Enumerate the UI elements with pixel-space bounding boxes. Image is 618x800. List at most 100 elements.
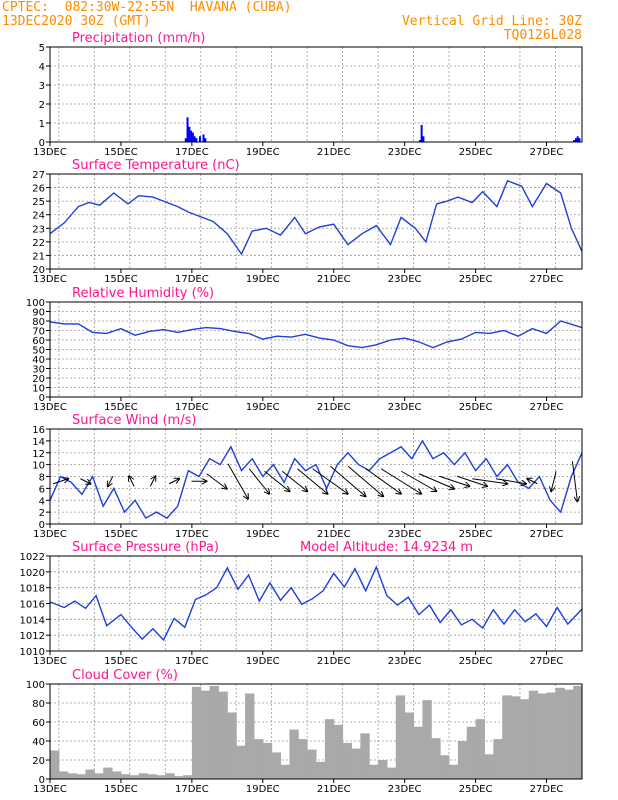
x-tick-label: 15DEC: [104, 529, 138, 540]
cloud-cover-bar: [333, 724, 344, 779]
y-tick-label: 2: [39, 100, 45, 111]
wind-vector-arrow: [527, 479, 538, 485]
precipitation-bar: [195, 138, 198, 142]
x-tick-label: 27DEC: [530, 274, 564, 285]
y-tick-label: 2: [39, 508, 45, 519]
x-tick-label: 25DEC: [459, 656, 493, 667]
header-grid-note: Vertical Grid Line: 30Z: [401, 14, 582, 29]
cloud-cover-bar: [67, 773, 78, 779]
x-tick-label: 19DEC: [246, 274, 280, 285]
cloud-cover-bar: [449, 764, 459, 779]
y-tick-label: 60: [32, 718, 45, 729]
x-tick-label: 17DEC: [175, 147, 209, 158]
wind-vector-arrow: [129, 476, 135, 487]
cloud-cover-bar: [85, 769, 95, 779]
x-tick-label: 21DEC: [317, 147, 351, 158]
cloud-cover-bar: [191, 686, 202, 779]
x-tick-label: 19DEC: [246, 784, 280, 795]
wind-vector-arrow: [264, 470, 289, 491]
cloud-cover-bar: [360, 733, 370, 779]
cloud-cover-bar: [289, 729, 299, 779]
y-tick-label: 3: [39, 81, 45, 92]
x-tick-label: 27DEC: [530, 656, 564, 667]
series-line: [49, 320, 583, 349]
wind-speed-line: [49, 439, 583, 520]
wind-vector-arrow: [472, 478, 507, 484]
y-tick-label: 0: [39, 138, 45, 149]
y-tick-label: 90: [32, 308, 45, 319]
precipitation-bar: [204, 138, 207, 142]
panel-title: Cloud Cover (%): [72, 668, 178, 683]
wind-vector-arrow: [312, 468, 348, 494]
wind-vector-arrow: [80, 478, 90, 484]
cloud-cover-bar: [528, 690, 539, 779]
cloud-cover-bar: [519, 699, 530, 779]
cloud-cover-bar: [404, 712, 415, 779]
y-tick-label: 1016: [20, 600, 45, 611]
panel-title: Surface Temperature (nC): [72, 158, 240, 173]
x-tick-label: 25DEC: [459, 274, 493, 285]
y-tick-label: 0: [39, 775, 45, 786]
x-tick-label: 15DEC: [104, 274, 138, 285]
x-tick-label: 13DEC: [33, 656, 67, 667]
cloud-cover-bar: [564, 689, 574, 779]
cloud-cover-bar: [413, 726, 423, 779]
y-tick-label: 10: [32, 461, 45, 472]
y-tick-label: 1022: [20, 552, 45, 563]
series-line: [49, 565, 583, 642]
y-tick-label: 21: [32, 251, 45, 262]
y-tick-label: 23: [32, 224, 45, 235]
x-tick-label: 23DEC: [388, 784, 422, 795]
cloud-cover-bar: [218, 691, 228, 779]
panel-frame: [49, 301, 583, 398]
cloud-cover-bar: [316, 761, 326, 779]
x-tick-label: 23DEC: [388, 656, 422, 667]
cloud-cover-bar: [94, 773, 104, 779]
x-tick-label: 25DEC: [459, 402, 493, 413]
x-tick-label: 15DEC: [104, 402, 138, 413]
precipitation-bar: [198, 136, 201, 142]
y-tick-label: 1020: [20, 568, 45, 579]
x-tick-label: 13DEC: [33, 529, 67, 540]
y-tick-label: 6: [39, 484, 45, 495]
x-tick-label: 19DEC: [246, 147, 280, 158]
x-tick-label: 27DEC: [530, 147, 564, 158]
precipitation-bar: [576, 136, 579, 142]
cloud-cover-bar: [280, 764, 290, 779]
cloud-cover-bar: [76, 774, 86, 779]
x-tick-label: 23DEC: [388, 529, 422, 540]
cloud-cover-bar: [440, 755, 450, 779]
cloud-cover-bar: [422, 700, 432, 779]
cloud-cover-bar: [245, 693, 255, 779]
y-tick-label: 12: [32, 449, 45, 460]
x-tick-label: 19DEC: [246, 529, 280, 540]
x-tick-label: 25DEC: [459, 784, 493, 795]
x-tick-label: 21DEC: [317, 784, 351, 795]
x-tick-label: 13DEC: [33, 402, 67, 413]
panel-frame: [49, 173, 583, 270]
precipitation-bar: [578, 138, 581, 142]
cloud-cover-bar: [253, 739, 264, 779]
cloud-cover-bar: [351, 748, 361, 779]
cloud-cover-bar: [378, 760, 388, 779]
x-tick-label: 25DEC: [459, 147, 493, 158]
y-tick-label: 10: [32, 384, 45, 395]
cloud-cover-bar: [475, 719, 485, 779]
y-tick-label: 1014: [20, 615, 45, 626]
wind-vector-arrow: [551, 471, 557, 491]
wind-vector-arrow: [248, 468, 269, 494]
y-tick-label: 40: [32, 355, 45, 366]
wind-vector-arrow: [108, 476, 114, 486]
cloud-cover-bar: [493, 739, 503, 779]
cloud-cover-bar: [58, 771, 69, 779]
panel-title: Surface Wind (m/s): [72, 413, 196, 428]
model-altitude-note: Model Altitude: 14.9234 m: [300, 540, 473, 555]
cloud-cover-bar: [209, 685, 219, 779]
x-tick-label: 15DEC: [104, 784, 138, 795]
cloud-cover-bar: [147, 774, 157, 779]
precipitation-bar: [193, 136, 196, 142]
header-model-code: TQ0126L028: [503, 28, 582, 43]
x-tick-label: 19DEC: [246, 402, 280, 413]
cloud-cover-bar: [342, 742, 352, 779]
wind-vector-arrow: [149, 476, 155, 487]
